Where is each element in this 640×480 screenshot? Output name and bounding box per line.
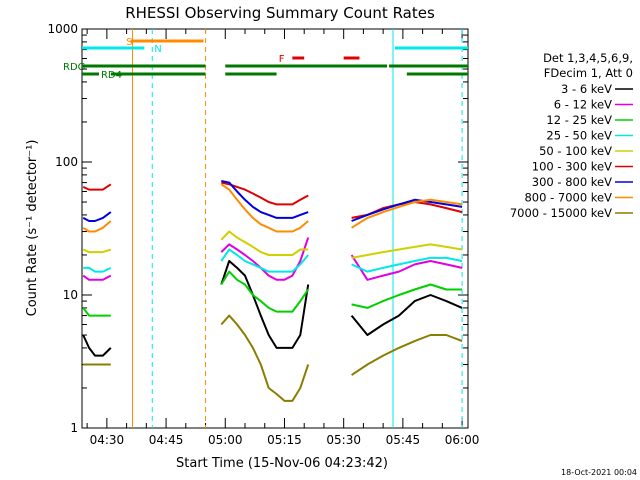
flag-label-n: N	[154, 44, 161, 55]
legend-label: 800 - 7000 keV	[524, 191, 612, 205]
legend-label: 100 - 300 keV	[532, 160, 612, 174]
y-tick-label: 1000	[47, 22, 78, 36]
series-line	[351, 198, 463, 229]
series-line	[350, 254, 463, 281]
y-tick-label: 100	[55, 155, 78, 169]
series-line	[220, 248, 309, 273]
flag-label-f: F	[279, 54, 285, 65]
series-line	[82, 334, 112, 357]
series-line	[221, 180, 309, 219]
x-tick-label: 04:30	[90, 433, 125, 447]
series-line	[220, 183, 309, 233]
series-line	[82, 220, 112, 233]
series-line	[82, 274, 112, 281]
x-tick-label: 05:45	[386, 433, 421, 447]
flag-label-s: S	[126, 37, 132, 48]
x-tick-label: 06:00	[445, 433, 480, 447]
plot-frame	[81, 28, 469, 429]
plot-area: 1 10 100 1000 04:30 04:45 05:00 05:15 05:30 05:45…	[47, 22, 479, 447]
y-axis-label: Count Rate (s⁻¹ detector⁻¹)	[25, 140, 40, 317]
series-line	[351, 283, 463, 309]
series-line	[351, 198, 463, 222]
detector-info-line: FDecim 1, Att 0	[544, 66, 633, 80]
series-line	[220, 230, 309, 256]
x-tick-label: 05:15	[267, 433, 302, 447]
series-line	[350, 294, 463, 336]
series-line	[351, 243, 463, 259]
legend-label: 12 - 25 keV	[546, 113, 612, 127]
x-tick-label: 05:00	[208, 433, 243, 447]
series-line	[83, 266, 112, 273]
series-line	[82, 307, 111, 317]
legend-label: 7000 - 15000 keV	[510, 206, 612, 220]
series-line	[221, 181, 309, 206]
series-line	[82, 211, 112, 222]
flag-label-rd4: RD4	[101, 70, 122, 81]
x-axis-label: Start Time (15-Nov-06 04:23:42)	[176, 456, 388, 471]
series-line	[220, 314, 310, 402]
chart-title: RHESSI Observing Summary Count Rates	[125, 4, 435, 22]
series-line	[351, 256, 463, 273]
legend-label: 300 - 800 keV	[532, 175, 612, 189]
legend-label: 3 - 6 keV	[561, 82, 612, 96]
legend: Det 1,3,4,5,6,9,FDecim 1, Att 0 3 - 6 keV…	[510, 51, 633, 220]
legend-label: 6 - 12 keV	[554, 98, 612, 112]
footer-date: 18-Oct-2021 00:04	[561, 468, 637, 477]
series-line	[82, 248, 112, 254]
legend-label: 50 - 100 keV	[539, 144, 612, 158]
series-line	[220, 270, 310, 313]
flag-label-rdg: RDG	[63, 62, 85, 73]
y-tick-label: 1	[70, 421, 78, 435]
series-line	[220, 237, 310, 281]
series-line	[82, 183, 112, 191]
series-line	[351, 334, 463, 376]
x-tick-label: 05:30	[326, 433, 361, 447]
x-tick-label: 04:45	[149, 433, 184, 447]
y-tick-label: 10	[63, 288, 78, 302]
detector-info-line: Det 1,3,4,5,6,9,	[543, 51, 633, 65]
legend-label: 25 - 50 keV	[546, 129, 612, 143]
series-line	[220, 260, 310, 349]
